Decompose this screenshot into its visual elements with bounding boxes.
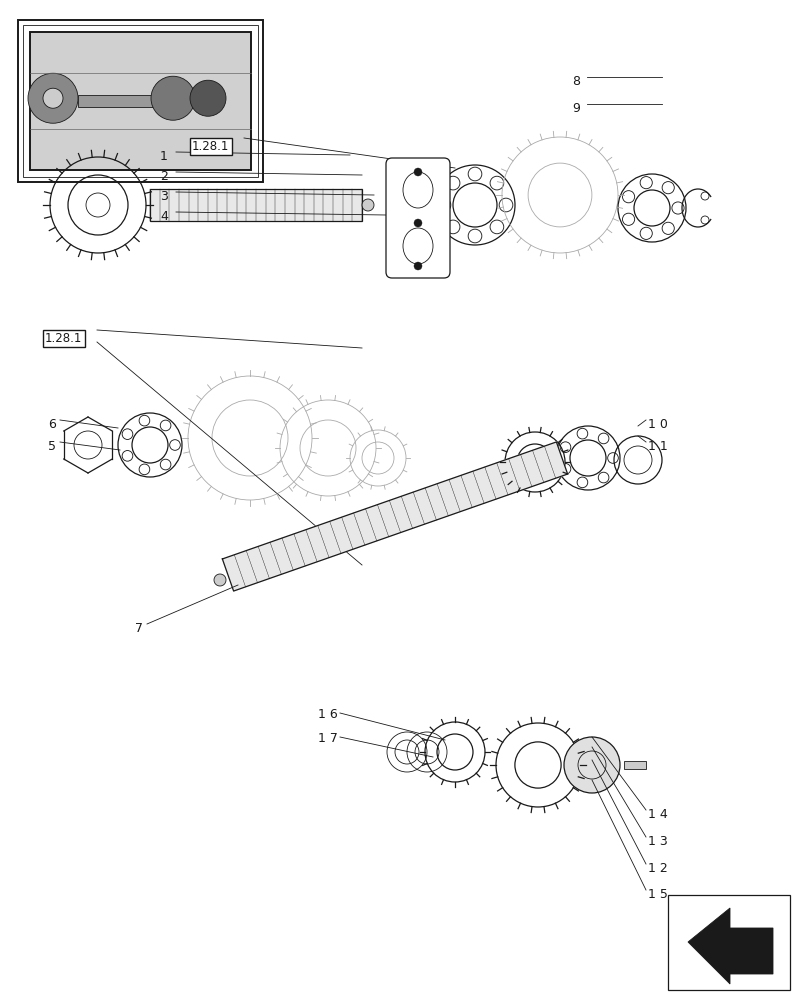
Bar [78,95,158,107]
Text: 7: 7 [135,622,143,635]
Text: 1 1: 1 1 [647,440,667,453]
Text: 1.28.1: 1.28.1 [191,140,229,153]
Circle shape [362,199,374,211]
Polygon shape [687,908,772,984]
Circle shape [564,737,620,793]
Text: 1 4: 1 4 [647,808,667,821]
Text: 8: 8 [571,75,579,88]
Circle shape [28,73,78,123]
Circle shape [190,80,225,116]
Text: 6: 6 [48,418,56,431]
Text: 4: 4 [160,210,168,223]
Circle shape [414,262,422,270]
Text: 1: 1 [160,150,168,163]
Text: 1 7: 1 7 [318,732,337,745]
Circle shape [414,168,422,176]
Text: 1 0: 1 0 [647,418,667,431]
Bar [150,189,362,221]
Bar [623,761,646,769]
Bar [18,20,263,182]
Text: 5: 5 [48,440,56,453]
Circle shape [414,219,422,227]
Text: 3: 3 [160,190,168,203]
Text: 1.28.1: 1.28.1 [45,332,82,345]
Bar [23,25,258,177]
Polygon shape [222,442,567,591]
Text: 9: 9 [571,102,579,115]
Bar [667,895,789,990]
FancyBboxPatch shape [385,158,449,278]
Bar [30,32,251,170]
Text: 1 6: 1 6 [318,708,337,721]
Text: 1 3: 1 3 [647,835,667,848]
Text: 1 2: 1 2 [647,862,667,875]
Circle shape [151,76,195,120]
Circle shape [43,88,63,108]
Text: 2: 2 [160,170,168,183]
Text: 1 5: 1 5 [647,888,667,901]
Circle shape [214,574,225,586]
